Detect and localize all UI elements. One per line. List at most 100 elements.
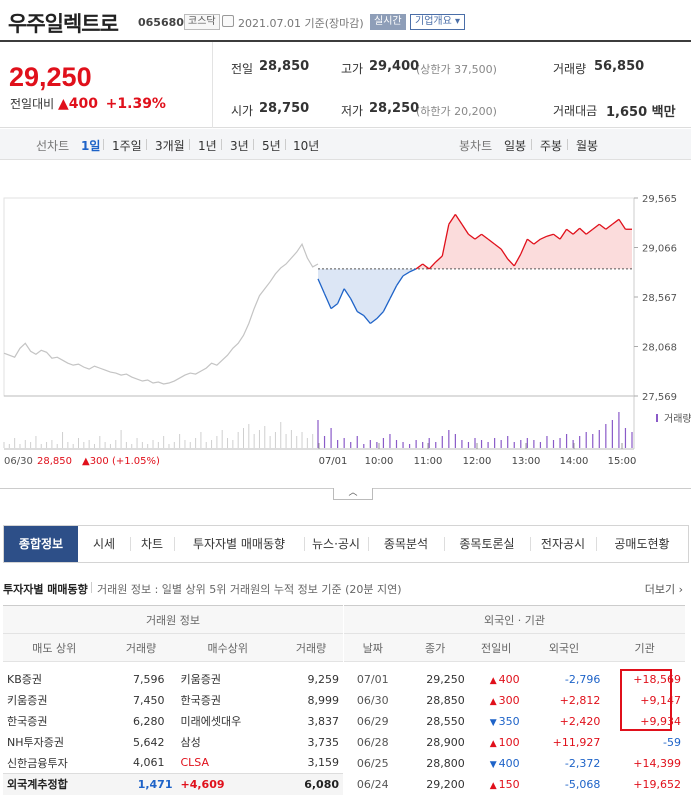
amount-label: 거래대금 bbox=[553, 104, 598, 118]
tab-news[interactable]: 뉴스·공시 bbox=[312, 537, 360, 551]
line-chart-label: 선차트 bbox=[36, 139, 70, 153]
period-3y[interactable]: 3년 bbox=[230, 139, 249, 153]
intraday-chart[interactable]: 29,565 29,066 28,567 28,068 27,569 07/01 10:0… bbox=[0, 178, 691, 473]
summary-label: 외국계추정합 bbox=[3, 773, 106, 795]
price-segment bbox=[382, 298, 391, 312]
candle-weekly[interactable]: 주봉 bbox=[540, 139, 563, 153]
tab-quote[interactable]: 시세 bbox=[92, 537, 116, 551]
change-cell: ▼ 350 bbox=[469, 711, 524, 732]
x-axis-ticks: 07/01 10:00 11:00 12:00 13:00 14:00 15:00 bbox=[318, 443, 636, 467]
close-cell: 28,850 bbox=[426, 693, 465, 707]
price-segment bbox=[605, 223, 613, 230]
collapse-chart-button[interactable]: ︿ bbox=[333, 488, 373, 500]
price-segment bbox=[428, 261, 437, 270]
price-segment bbox=[356, 311, 365, 317]
y-tick-label: 27,569 bbox=[642, 392, 677, 403]
close-cell: 28,900 bbox=[426, 735, 465, 749]
up-arrow-icon: ▲ bbox=[489, 780, 497, 791]
realtime-button[interactable]: 실시간 bbox=[370, 14, 406, 30]
corp-overview-button[interactable]: 기업개요 ▾ bbox=[410, 14, 466, 30]
price-segment bbox=[395, 275, 404, 287]
divider bbox=[146, 139, 147, 150]
period-1d[interactable]: 1일 bbox=[81, 139, 101, 153]
market-badge: 코스닥 bbox=[184, 14, 220, 30]
prev-value: 28,850 bbox=[259, 59, 310, 74]
divider bbox=[444, 537, 445, 551]
price-segment bbox=[350, 298, 358, 312]
period-3m[interactable]: 3개월 bbox=[155, 139, 185, 153]
date-cell: 07/01 bbox=[356, 672, 389, 686]
column-header: 매도 상위 bbox=[3, 633, 106, 662]
current-price: 29,250 bbox=[9, 62, 92, 92]
institution-cell: +19,652 bbox=[633, 777, 681, 791]
price-segment bbox=[448, 214, 456, 225]
more-link[interactable]: 더보기 › bbox=[644, 583, 683, 596]
buyer-name: CLSA bbox=[180, 756, 210, 770]
tab-investor[interactable]: 투자자별 매매동향 bbox=[192, 537, 286, 551]
plot-frame bbox=[3, 197, 635, 397]
price-segment bbox=[572, 227, 581, 235]
seller-name: 한국증권 bbox=[7, 715, 48, 728]
table-row: 07/01 29,250 ▲ 400 -2,796 +18,569 bbox=[344, 669, 685, 690]
price-segment bbox=[369, 318, 378, 325]
change-label: 전일대비 bbox=[10, 97, 55, 111]
sell-volume: 4,061 bbox=[132, 756, 165, 770]
price-segment bbox=[566, 228, 574, 235]
x-tick-label: 11:00 bbox=[414, 456, 443, 467]
tab-short-selling[interactable]: 공매도현황 bbox=[614, 537, 670, 551]
y-tick-label: 28,567 bbox=[642, 293, 677, 304]
volume-legend: 거래량 bbox=[664, 413, 691, 425]
tab-discussion[interactable]: 종목토론실 bbox=[459, 537, 515, 551]
period-5y[interactable]: 5년 bbox=[262, 139, 281, 153]
change-cell: ▲ 100 bbox=[469, 732, 524, 753]
price-segment bbox=[409, 268, 417, 273]
candle-monthly[interactable]: 월봉 bbox=[576, 139, 599, 153]
price-segment bbox=[618, 218, 627, 230]
high-label: 고가 bbox=[341, 62, 364, 76]
tab-chart[interactable]: 차트 bbox=[140, 537, 164, 551]
foreign-cell: +2,812 bbox=[559, 693, 601, 707]
price-segment bbox=[585, 228, 594, 235]
change-rate: +1.39% bbox=[105, 96, 166, 112]
foreign-cell: +2,420 bbox=[559, 714, 601, 728]
price-segment bbox=[454, 214, 463, 225]
column-header: 종가 bbox=[401, 633, 469, 662]
candle-daily[interactable]: 일봉 bbox=[504, 139, 527, 153]
x-tick-label: 14:00 bbox=[560, 456, 589, 467]
price-segment bbox=[422, 263, 430, 270]
date-cell: 06/29 bbox=[356, 714, 389, 728]
date-cell: 06/24 bbox=[356, 777, 389, 791]
upper-limit: (상한가 37,500) bbox=[416, 63, 497, 76]
tab-bar: 종합정보 시세 차트 투자자별 매매동향 뉴스·공시 종목분석 종목토론실 전자… bbox=[3, 525, 689, 563]
investor-section-header: 투자자별 매매동향 거래원 정보 : 일별 상위 5위 거래원의 누적 정보 기… bbox=[3, 579, 689, 599]
today-series bbox=[317, 214, 632, 325]
up-arrow-icon: ▲ bbox=[489, 675, 497, 686]
volume-legend-swatch bbox=[656, 414, 658, 422]
institution-cell: -59 bbox=[663, 735, 681, 749]
period-10y[interactable]: 10년 bbox=[293, 139, 320, 153]
change-value: 300 bbox=[498, 693, 520, 707]
buyer-name: 한국증권 bbox=[180, 694, 221, 707]
below-baseline-fill bbox=[318, 268, 632, 324]
divider bbox=[596, 537, 597, 551]
divider bbox=[285, 139, 286, 150]
price-segment bbox=[330, 303, 339, 310]
highlight-box bbox=[620, 669, 672, 731]
table-row: 06/29 28,550 ▼ 350 +2,420 +9,934 bbox=[344, 711, 685, 732]
calendar-icon bbox=[222, 15, 234, 27]
table-row: 06/24 29,200 ▲ 150 -5,068 +19,652 bbox=[344, 774, 685, 795]
stock-header: 우주일렉트로 065680 코스닥 2021.07.01 기준(장마감) 실시간… bbox=[0, 0, 691, 40]
tab-disclosure[interactable]: 전자공시 bbox=[540, 537, 586, 551]
price-segment bbox=[520, 238, 528, 255]
table-row: 06/25 28,800 ▼ 400 -2,372 +14,399 bbox=[344, 753, 685, 774]
price-segment bbox=[533, 238, 541, 245]
change-cell: ▲ 300 bbox=[469, 690, 524, 711]
price-segment bbox=[500, 248, 509, 260]
close-cell: 29,250 bbox=[426, 672, 465, 686]
tab-analysis[interactable]: 종목분석 bbox=[383, 537, 429, 551]
change-value: 150 bbox=[498, 777, 520, 791]
period-1w[interactable]: 1주일 bbox=[112, 139, 142, 153]
period-1y[interactable]: 1년 bbox=[198, 139, 217, 153]
tab-overview[interactable]: 종합정보 bbox=[4, 526, 78, 562]
price-segment bbox=[526, 238, 535, 245]
